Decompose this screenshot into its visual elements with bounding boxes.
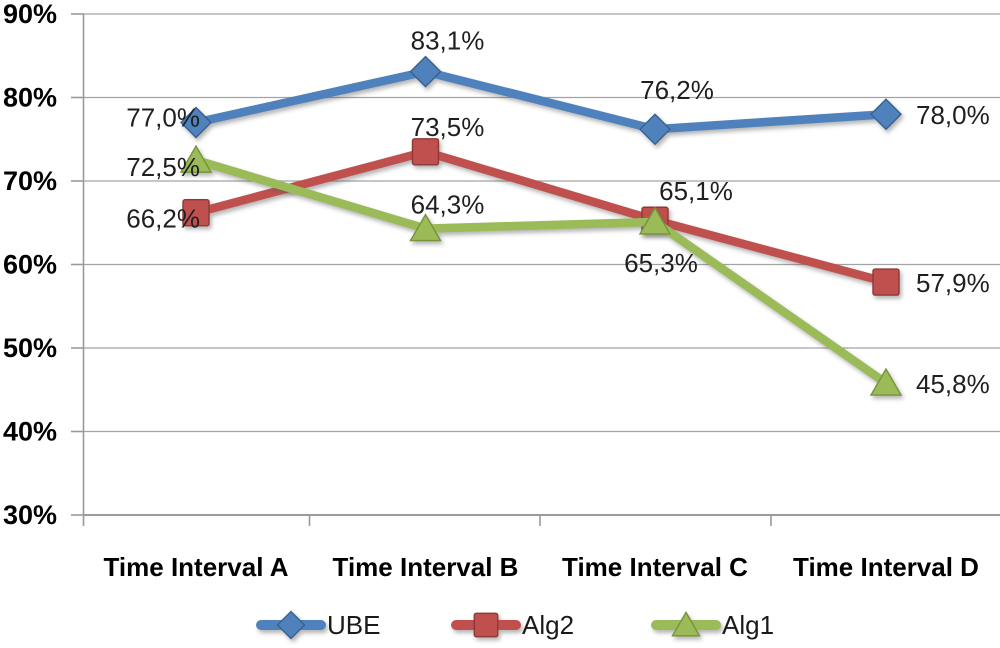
data-label: 45,8% xyxy=(916,369,990,399)
series-line-alg2 xyxy=(191,147,891,287)
square-marker xyxy=(182,199,210,227)
y-tick-label: 90% xyxy=(3,0,57,29)
y-tick-label: 40% xyxy=(3,417,57,447)
data-label: 77,0% xyxy=(126,103,200,133)
data-label: 76,2% xyxy=(640,75,714,105)
data-label: 65,1% xyxy=(659,176,733,206)
series-alg1 xyxy=(179,144,903,396)
series-ube xyxy=(180,55,902,146)
series-line-ube xyxy=(191,67,891,134)
legend-item-alg2: Alg2 xyxy=(451,610,574,640)
legend-item-alg1: Alg1 xyxy=(651,610,774,640)
y-tick-label: 50% xyxy=(3,333,57,363)
data-label: 65,3% xyxy=(624,248,698,278)
legend-label: Alg2 xyxy=(522,610,574,640)
diamond-marker xyxy=(870,98,902,131)
data-label: 73,5% xyxy=(411,112,485,142)
triangle-marker xyxy=(179,144,213,173)
square-marker xyxy=(411,138,440,166)
legend-item-ube: UBE xyxy=(256,610,380,640)
data-labels: 77,0% 83,1% 76,2% 78,0% 66,2% 73,5% 65,3% 57,9%… xyxy=(126,26,989,399)
y-tick-label: 60% xyxy=(3,250,57,280)
series-alg2 xyxy=(182,138,900,296)
triangle-marker xyxy=(409,213,442,242)
square-marker xyxy=(473,612,499,638)
data-label: 57,9% xyxy=(916,268,990,298)
legend-swatch xyxy=(451,612,521,638)
data-label: 64,3% xyxy=(411,190,485,220)
legend-swatch xyxy=(651,610,721,637)
data-label: 72,5% xyxy=(126,152,200,182)
x-category-label: Time Interval D xyxy=(793,552,979,582)
diamond-marker xyxy=(409,55,442,88)
y-tick-label: 70% xyxy=(3,166,57,196)
diamond-marker xyxy=(180,106,212,139)
y-tick-label: 30% xyxy=(3,500,57,530)
data-label: 78,0% xyxy=(916,100,990,130)
legend-label: Alg1 xyxy=(722,610,774,640)
x-category-label: Time Interval B xyxy=(333,552,519,582)
diamond-marker xyxy=(276,610,306,640)
x-axis-labels: Time Interval A Time Interval B Time Inter… xyxy=(104,552,979,582)
triangle-marker xyxy=(638,206,672,235)
diamond-marker xyxy=(639,113,671,146)
triangle-marker xyxy=(671,610,701,637)
data-label: 66,2% xyxy=(126,204,200,234)
y-tick-label: 80% xyxy=(3,83,57,113)
legend-label: UBE xyxy=(327,610,380,640)
series-line-alg1 xyxy=(191,155,891,388)
square-marker xyxy=(872,268,900,296)
x-category-label: Time Interval C xyxy=(562,552,748,582)
x-category-label: Time Interval A xyxy=(104,552,289,582)
grid-and-axes: 90% 80% 70% 60% 50% 40% 30% xyxy=(3,0,1000,530)
triangle-marker xyxy=(869,367,903,396)
data-label: 83,1% xyxy=(411,26,485,56)
chart-legend: UBE Alg2 Alg1 xyxy=(256,610,774,640)
legend-swatch xyxy=(256,610,326,640)
